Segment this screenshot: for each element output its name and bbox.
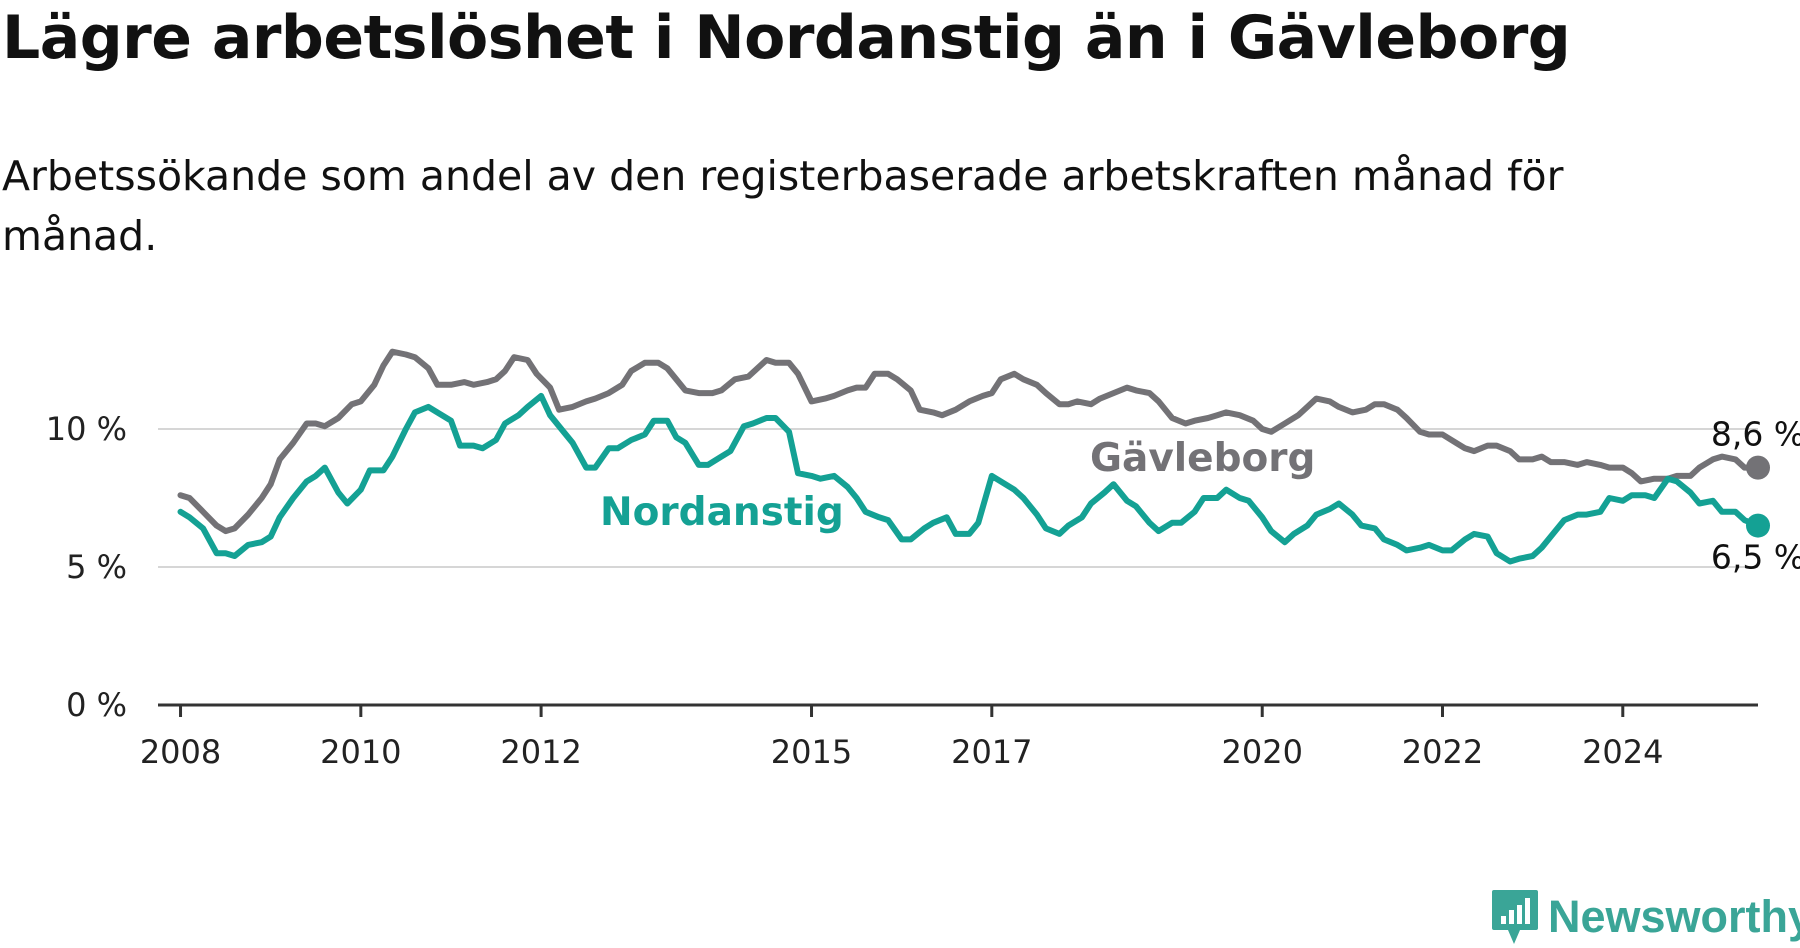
x-tick-label: 2020 (1222, 733, 1303, 771)
series-label-nordanstig: Nordanstig (600, 490, 844, 535)
x-tick-label: 2024 (1582, 733, 1663, 771)
end-label-nordanstig: 6,5 % (1711, 538, 1800, 577)
brand-name: Newsworthy (1548, 891, 1800, 942)
y-tick-label: 10 % (46, 410, 127, 448)
y-tick-label: 0 % (66, 686, 127, 724)
x-tick-label: 2015 (771, 733, 852, 771)
y-tick-label: 5 % (66, 548, 127, 586)
end-point-gavleborg (1746, 455, 1770, 480)
end-point-nordanstig (1746, 513, 1770, 538)
brand-logo: Newsworthy (1490, 888, 1800, 946)
page-subtitle: Arbetssökande som andel av den registerb… (2, 152, 1564, 260)
chart-bubble-icon (1492, 890, 1538, 944)
x-tick-label: 2012 (500, 733, 581, 771)
series-line-nordanstig (177, 392, 1761, 565)
x-tick-label: 2017 (951, 733, 1032, 771)
end-label-gavleborg: 8,6 % (1711, 415, 1800, 454)
x-tick-label: 2010 (320, 733, 401, 771)
series-label-gavleborg: Gävleborg (1090, 436, 1315, 481)
x-tick-label: 2022 (1402, 733, 1483, 771)
page-title: Lägre arbetslöshet i Nordanstig än i Gäv… (2, 3, 1571, 73)
x-tick-label: 2008 (140, 733, 221, 771)
series-line-gavleborg (177, 348, 1761, 535)
